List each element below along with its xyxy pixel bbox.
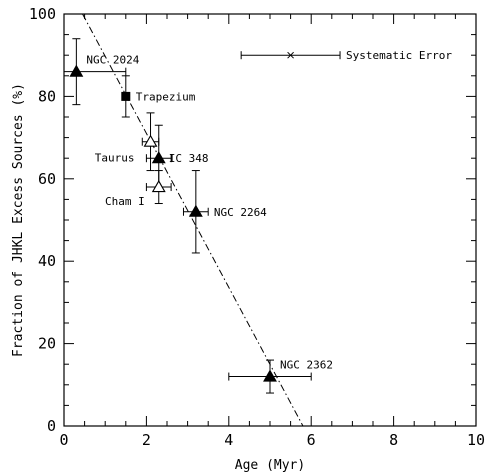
filled-triangle-marker	[263, 369, 277, 382]
x-tick-label: 4	[224, 431, 233, 449]
y-axis-label: Fraction of JHKL Excess Sources (%)	[11, 83, 26, 357]
systematic-error-marker	[287, 51, 294, 59]
data-point: NGC 2024	[63, 38, 140, 106]
point-label: IC 348	[169, 152, 209, 165]
point-label: Trapezium	[136, 90, 196, 103]
y-tick-label: 20	[38, 335, 56, 353]
systematic-error-group: Systematic Error	[240, 49, 452, 62]
filled-triangle-marker	[188, 204, 203, 217]
data-point: Taurus	[95, 112, 160, 172]
data-points: NGC 2024 Trapezium Taurus IC 348 Cham I NGC 2…	[63, 38, 333, 394]
x-tick-label: 0	[59, 431, 68, 449]
point-label: NGC 2362	[280, 359, 333, 372]
x-tick-label: 2	[142, 431, 151, 449]
filled-triangle-marker	[151, 151, 166, 164]
data-point: NGC 2362	[228, 359, 333, 394]
systematic-error-label: Systematic Error	[346, 49, 452, 62]
open-triangle-marker	[151, 179, 166, 193]
point-label: Cham I	[105, 195, 145, 208]
point-label: NGC 2264	[214, 206, 267, 219]
data-point: Trapezium	[121, 75, 196, 118]
point-label: NGC 2024	[86, 54, 139, 67]
point-label: Taurus	[95, 152, 135, 165]
filled-triangle-marker	[69, 64, 84, 77]
data-point: NGC 2264	[182, 170, 267, 254]
y-tick-label: 60	[38, 170, 56, 188]
y-tick-label: 80	[38, 87, 56, 105]
fit-line-group	[82, 13, 304, 427]
x-tick-label: 8	[389, 431, 398, 449]
x-tick-label: 10	[467, 431, 485, 449]
square-marker	[121, 91, 131, 101]
y-tick-label: 40	[38, 252, 56, 270]
x-tick-label: 6	[307, 431, 316, 449]
open-triangle-marker	[143, 134, 158, 147]
y-tick-label: 100	[29, 5, 56, 23]
x-axis-label: Age (Myr)	[235, 458, 305, 473]
data-point: Cham I	[105, 170, 172, 208]
data-point: IC 348	[145, 124, 209, 192]
y-tick-label: 0	[47, 417, 56, 435]
fit-line	[82, 13, 304, 427]
